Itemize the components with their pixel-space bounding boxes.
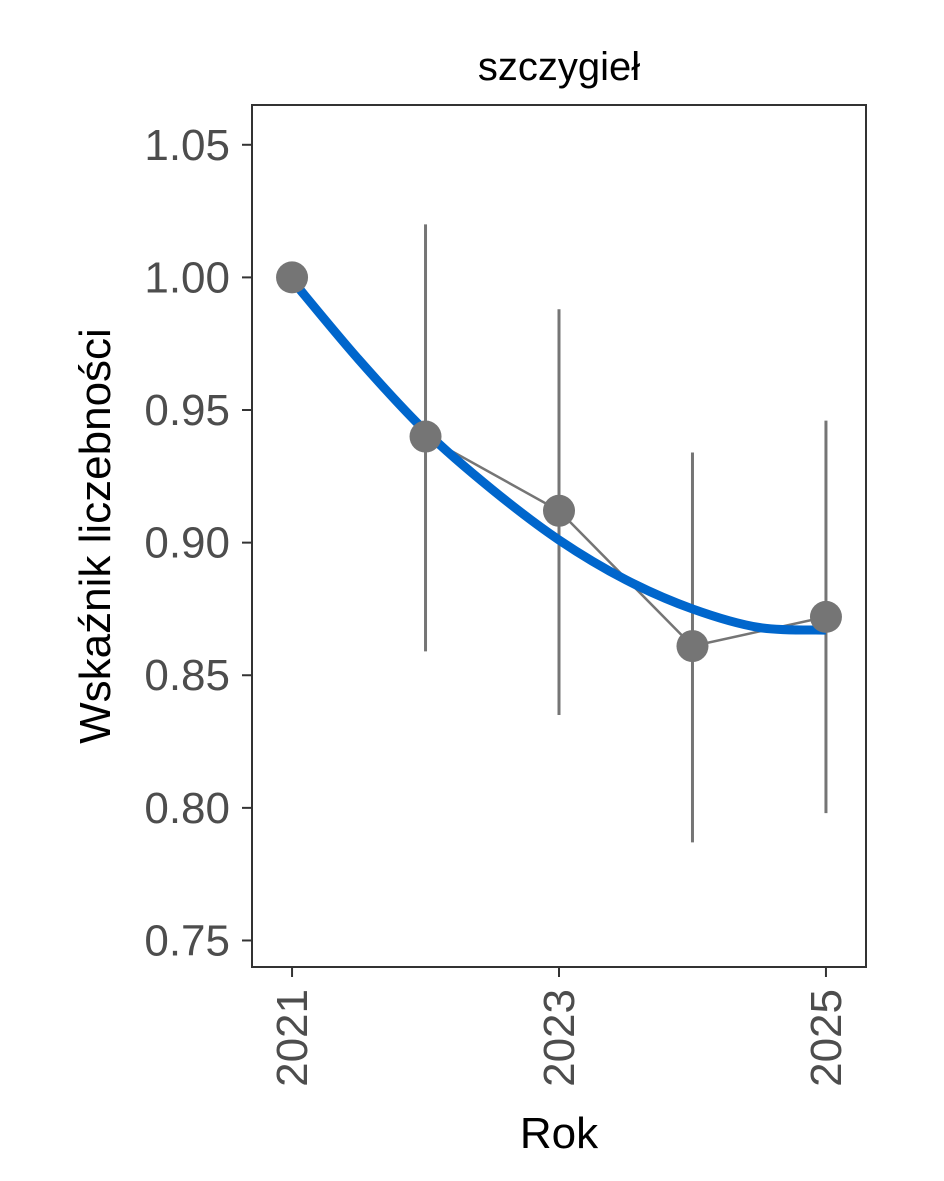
x-tick-label: 2021	[268, 989, 317, 1087]
y-tick-label: 1.05	[144, 121, 230, 170]
data-point	[276, 261, 309, 294]
x-axis-title: Rok	[520, 1109, 599, 1158]
data-point	[409, 420, 442, 453]
y-tick-label: 1.00	[144, 253, 230, 302]
y-tick-label: 0.80	[144, 784, 230, 833]
y-tick-label: 0.95	[144, 386, 230, 435]
y-axis-title: Wskaźnik liczebności	[71, 328, 120, 744]
y-axis: 0.75 0.80 0.85 0.90 0.95 1.00 1.05	[144, 121, 252, 965]
data-point	[543, 494, 575, 527]
y-tick-label: 0.90	[144, 519, 230, 568]
x-axis: 2021 2023 2025	[268, 967, 851, 1087]
data-points	[276, 261, 842, 663]
x-tick-label: 2023	[535, 989, 584, 1087]
trend	[288, 277, 827, 635]
trend-line	[288, 277, 827, 635]
data-point	[676, 630, 709, 663]
chart-title: szczygieł	[478, 45, 640, 89]
y-tick-label: 0.85	[144, 651, 230, 700]
y-tick-label: 0.75	[144, 916, 230, 965]
x-tick-label: 2025	[802, 989, 851, 1087]
data-point	[809, 600, 842, 633]
